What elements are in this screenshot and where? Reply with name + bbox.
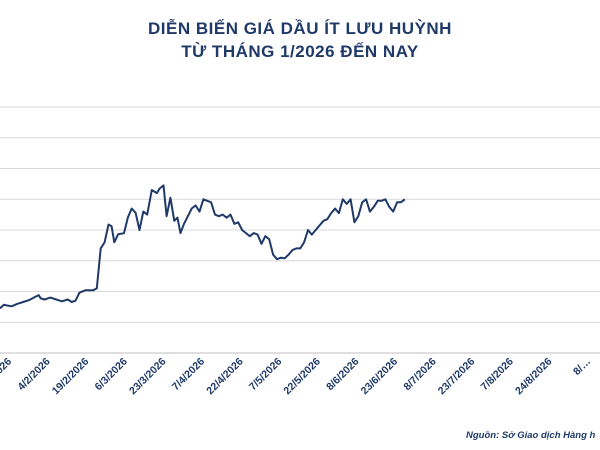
chart-title-line-1: DIỄN BIẾN GIÁ DẦU ÍT LƯU HUỲNH [148, 19, 452, 38]
x-tick-label: 23/3/2026 [127, 356, 169, 398]
x-tick-label: 8/6/2026 [324, 356, 361, 393]
x-tick-label: 6/3/2026 [93, 356, 130, 393]
x-tick-label: 23/6/2026 [359, 356, 401, 398]
source-note: Nguồn: Sở Giao dịch Hàng h [466, 430, 596, 441]
x-tick-label: 7/4/2026 [170, 356, 207, 393]
chart-title-line-2: TỪ THÁNG 1/2026 ĐẾN NAY [181, 42, 419, 61]
x-tick-label: 7/5/2026 [247, 356, 284, 393]
x-tick-label: …/1/2026 [0, 356, 14, 397]
x-tick-label: 22/4/2026 [204, 356, 246, 398]
x-tick-label: 24/8/2026 [513, 356, 555, 398]
x-tick-label: 4/2/2026 [15, 356, 52, 393]
x-tick-label: 7/8/2026 [479, 356, 516, 393]
series-layer [0, 184, 406, 310]
x-tick-label: 19/2/2026 [50, 356, 92, 398]
x-tick-label: 8/… [571, 356, 593, 378]
series-line-0 [0, 184, 406, 310]
x-tick-label: 22/5/2026 [281, 356, 323, 398]
gridlines [0, 106, 600, 354]
x-tick-label: 8/7/2026 [401, 356, 438, 393]
x-tick-label: 23/7/2026 [436, 356, 478, 398]
